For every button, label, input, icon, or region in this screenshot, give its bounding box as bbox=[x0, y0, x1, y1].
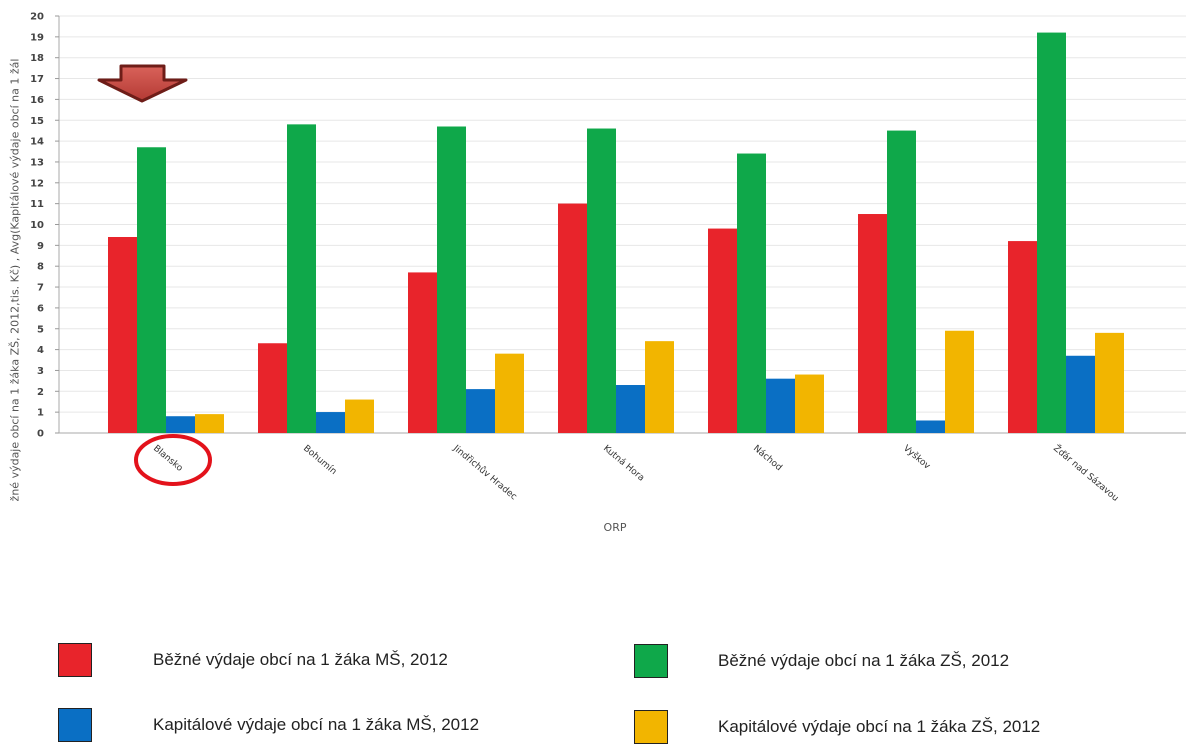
y-tick-label: 5 bbox=[37, 324, 44, 335]
legend-label: Běžné výdaje obcí na 1 žáka MŠ, 2012 bbox=[153, 650, 448, 669]
bar-shade bbox=[108, 237, 137, 433]
y-tick-label: 10 bbox=[30, 220, 44, 231]
bar-shade bbox=[887, 130, 916, 434]
legend-item-zš-current: Běžné výdaje obcí na 1 žáka ZŠ, 2012 bbox=[634, 644, 1009, 678]
legend-label: Kapitálové výdaje obcí na 1 žáka MŠ, 201… bbox=[153, 715, 480, 734]
bar-shade bbox=[466, 389, 495, 433]
bar-shade bbox=[1008, 241, 1037, 433]
x-axis-title: ORP bbox=[603, 521, 627, 534]
y-tick-label: 14 bbox=[30, 137, 44, 148]
bar-shade bbox=[258, 343, 287, 433]
bar-shade bbox=[945, 330, 974, 433]
y-tick-label: 4 bbox=[37, 345, 44, 356]
y-tick-label: 20 bbox=[30, 12, 44, 23]
y-tick-label: 16 bbox=[30, 95, 44, 106]
bar-shade bbox=[795, 374, 824, 433]
bar-shade bbox=[916, 420, 945, 433]
legend-item-mš-capital: Kapitálové výdaje obcí na 1 žáka MŠ, 201… bbox=[58, 708, 479, 742]
y-tick-label: 8 bbox=[37, 262, 44, 273]
x-tick-label: Jindřichův Hradec bbox=[450, 442, 519, 502]
legend-item-mš-current: Běžné výdaje obcí na 1 žáka MŠ, 2012 bbox=[58, 643, 448, 677]
bar-shade bbox=[858, 214, 887, 433]
bar-shade bbox=[495, 353, 524, 433]
x-tick-label: Žďár nad Sázavou bbox=[1051, 442, 1121, 504]
bar-shade bbox=[287, 124, 316, 434]
legend-item-zš-capital: Kapitálové výdaje obcí na 1 žáka ZŠ, 201… bbox=[634, 710, 1040, 744]
bar-shade bbox=[737, 153, 766, 434]
bar-shade bbox=[1066, 355, 1095, 433]
bar-shade bbox=[558, 203, 587, 433]
legend-swatch bbox=[58, 708, 92, 742]
bar-shade bbox=[587, 128, 616, 433]
y-tick-label: 3 bbox=[37, 366, 44, 377]
y-tick-label: 7 bbox=[37, 283, 44, 294]
x-tick-labels: Blansko Bohumín Jindřichův Hradec Kutná Hor… bbox=[151, 442, 1121, 504]
down-arrow-icon bbox=[97, 64, 188, 103]
gridlines bbox=[59, 15, 1186, 413]
y-axis-title: žné výdaje obcí na 1 žáka ZŠ, 2012,tis. … bbox=[8, 58, 22, 502]
bar-shade bbox=[645, 341, 674, 433]
bar-shade bbox=[316, 412, 345, 433]
x-tick-label: Náchod bbox=[751, 444, 784, 474]
bar-shade bbox=[345, 399, 374, 433]
bar-shade bbox=[1095, 332, 1124, 433]
y-tick-label: 2 bbox=[37, 387, 44, 398]
bar-shade bbox=[408, 272, 437, 433]
legend-label: Kapitálové výdaje obcí na 1 žáka ZŠ, 201… bbox=[718, 717, 1041, 736]
y-tick-label: 15 bbox=[30, 116, 44, 127]
x-tick-label: Blansko bbox=[151, 444, 185, 474]
legend-swatch bbox=[58, 643, 92, 677]
y-tick-label: 17 bbox=[30, 74, 44, 85]
legend-label: Běžné výdaje obcí na 1 žáka ZŠ, 2012 bbox=[718, 651, 1010, 670]
y-tick-label: 11 bbox=[30, 199, 44, 210]
y-tick-label: 1 bbox=[37, 408, 44, 419]
legend-swatch bbox=[634, 710, 668, 744]
bar-shade bbox=[137, 147, 166, 434]
y-tick-label: 9 bbox=[37, 241, 44, 252]
x-tick-label: Bohumín bbox=[301, 444, 338, 477]
bar-shade bbox=[195, 414, 224, 433]
highlight-circle bbox=[134, 434, 212, 486]
y-tick-label: 13 bbox=[30, 157, 44, 168]
y-tick-label: 19 bbox=[30, 32, 44, 43]
bar-shade bbox=[708, 228, 737, 433]
x-tick-label: Kutná Hora bbox=[601, 444, 646, 484]
y-tick-label: 6 bbox=[37, 303, 44, 314]
x-tick-label: Vyškov bbox=[901, 443, 933, 472]
y-axis-title-wrap: žné výdaje obcí na 1 žáka ZŠ, 2012,tis. … bbox=[0, 0, 30, 560]
bar-shade bbox=[1037, 32, 1066, 434]
bar-shade bbox=[766, 378, 795, 433]
y-tick-label: 0 bbox=[37, 429, 44, 440]
bar-chart: Blansko Bohumín Jindřichův Hradec Kutná Hor… bbox=[30, 12, 1186, 504]
bar-shade bbox=[616, 385, 645, 433]
bar-shade bbox=[166, 416, 195, 433]
y-tick-label: 18 bbox=[30, 53, 44, 64]
bar-shade bbox=[437, 126, 466, 433]
bars bbox=[108, 32, 1124, 434]
y-tick-label: 12 bbox=[30, 178, 44, 189]
legend-swatch bbox=[634, 644, 668, 678]
